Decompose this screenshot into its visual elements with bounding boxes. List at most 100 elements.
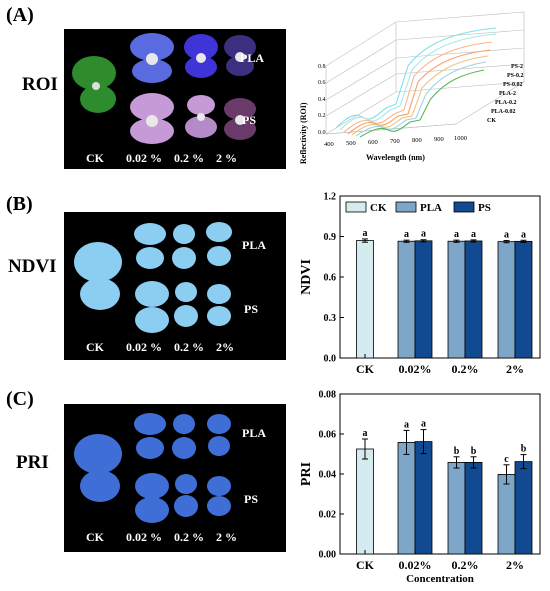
y-tick-label: 0.9 — [324, 232, 337, 243]
significance-letter: a — [504, 230, 509, 241]
legend-label: PS — [478, 202, 491, 214]
bar-ps — [514, 240, 533, 359]
roi-leaves-graphic — [72, 33, 256, 144]
y-axis-label: PRI — [299, 462, 314, 486]
roi-col-02: 0.2 % — [174, 151, 204, 165]
pri-col-02: 0.2 % — [174, 530, 204, 544]
panel-b-label: (B) — [6, 193, 33, 215]
pri-col-002: 0.02 % — [126, 530, 162, 544]
legend-swatch-ck — [345, 201, 367, 213]
spectra-xtick: 700 — [390, 138, 400, 145]
x-tick-label: 2% — [506, 558, 524, 572]
y-tick-label: 0.08 — [319, 390, 337, 401]
x-axis-label: Concentration — [406, 573, 474, 585]
leaf-shape — [72, 56, 116, 90]
spectra-xtick: 900 — [434, 136, 444, 143]
spectra-ytick: 0.2 — [318, 113, 326, 119]
bar-pla — [397, 442, 416, 555]
y-tick-label: 1.2 — [324, 192, 337, 203]
spectra-xlabel: Wavelength (nm) — [366, 153, 425, 162]
panel-b-row-label: NDVI — [8, 256, 57, 277]
y-tick-label: 0.0 — [324, 354, 337, 365]
bar-ps — [464, 240, 483, 359]
significance-letter: a — [404, 229, 409, 240]
roi-label-ps: PS — [242, 113, 257, 127]
bar-ps — [464, 462, 483, 555]
spectra-3d-plot: 0.8 0.6 0.4 0.2 0.0 400 500 600 700 800 … — [299, 11, 525, 164]
significance-letter: b — [454, 446, 460, 457]
significance-letter: a — [521, 229, 526, 240]
roi-col-ck: CK — [86, 151, 104, 165]
significance-letter: a — [421, 229, 426, 240]
y-tick-label: 0.3 — [324, 313, 337, 324]
x-tick-label: CK — [356, 362, 375, 376]
significance-letter: a — [454, 229, 459, 240]
ndvi-label-pla: PLA — [242, 238, 266, 252]
significance-letter: c — [504, 454, 509, 465]
ndvi-image: PLA PS CK 0.02 % 0.2 % 2% — [64, 212, 286, 360]
bar-pla — [397, 240, 416, 359]
x-tick-label: 2% — [506, 362, 524, 376]
bar-ps — [414, 240, 433, 359]
leaf-shape — [80, 85, 116, 113]
y-tick-label: 0.06 — [319, 430, 337, 441]
spectra-series-label: PLA-2 — [499, 91, 516, 97]
spectra-series-label: PLA-0.02 — [491, 109, 516, 115]
significance-letter: a — [471, 229, 476, 240]
spectra-series-label: CK — [487, 118, 496, 124]
bar-ps — [514, 461, 533, 555]
ndvi-label-ps: PS — [244, 302, 259, 316]
spectra-series-label: PS-2 — [511, 64, 523, 70]
bar-pla — [497, 474, 516, 555]
x-tick-label: CK — [356, 558, 375, 572]
ndvi-col-2: 2% — [216, 340, 234, 354]
significance-letter: b — [521, 444, 527, 455]
spectra-ytick: 0.0 — [318, 130, 326, 136]
ndvi-bar-chart: 0.0 0.3 0.6 0.9 1.2 NDVI a CK a a 0.02% a a 0.2% a a 2% C… — [299, 192, 541, 376]
y-tick-label: 0.6 — [324, 273, 337, 284]
legend-swatch-pla — [395, 201, 417, 213]
y-tick-label: 0.04 — [319, 470, 337, 481]
roi-label-pla: PLA — [240, 51, 264, 65]
legend-label: PLA — [420, 202, 442, 214]
x-tick-label: 0.02% — [399, 558, 432, 572]
pri-image: PLA PS CK 0.02 % 0.2 % 2 % — [64, 404, 286, 552]
x-tick-label: 0.2% — [452, 558, 479, 572]
ndvi-col-ck: CK — [86, 340, 104, 354]
spectra-xtick: 500 — [346, 140, 356, 147]
spectra-ytick: 0.6 — [318, 80, 326, 86]
pri-col-2: 2 % — [216, 530, 237, 544]
spectra-ytick: 0.8 — [318, 64, 326, 70]
significance-letter: b — [471, 446, 477, 457]
ndvi-leaves-graphic — [74, 222, 232, 333]
x-tick-label: 0.02% — [399, 362, 432, 376]
spectra-xtick: 1000 — [454, 135, 467, 142]
spectra-series-label: PLA-0.2 — [495, 100, 517, 106]
y-tick-label: 0.00 — [319, 550, 337, 561]
spectra-series-label: PS-0.2 — [507, 73, 524, 79]
panel-a-row-label: ROI — [22, 74, 58, 95]
bar-ps — [414, 441, 433, 555]
bar-pla — [447, 240, 466, 359]
spectra-ylabel: Reflectivity (ROI) — [299, 102, 308, 164]
ndvi-col-02: 0.2 % — [174, 340, 204, 354]
bar-pla — [497, 241, 516, 359]
spectra-series-label: PS-0.02 — [503, 82, 523, 88]
pri-leaves-graphic — [74, 413, 231, 523]
y-axis-label: NDVI — [299, 259, 314, 295]
significance-letter: a — [363, 228, 368, 239]
bar-ck — [356, 240, 374, 359]
significance-letter: a — [404, 419, 409, 430]
significance-letter: a — [363, 428, 368, 439]
pri-col-ck: CK — [86, 530, 104, 544]
spectra-ytick: 0.4 — [318, 97, 326, 103]
y-tick-label: 0.02 — [319, 510, 337, 521]
legend-label: CK — [370, 202, 387, 214]
roi-image: PLA PS CK 0.02 % 0.2 % 2 % — [64, 29, 286, 169]
panel-a-label: (A) — [6, 4, 34, 26]
spectra-xtick: 800 — [412, 137, 422, 144]
ndvi-col-002: 0.02 % — [126, 340, 162, 354]
roi-col-2: 2 % — [216, 151, 237, 165]
bar-pla — [447, 462, 466, 555]
